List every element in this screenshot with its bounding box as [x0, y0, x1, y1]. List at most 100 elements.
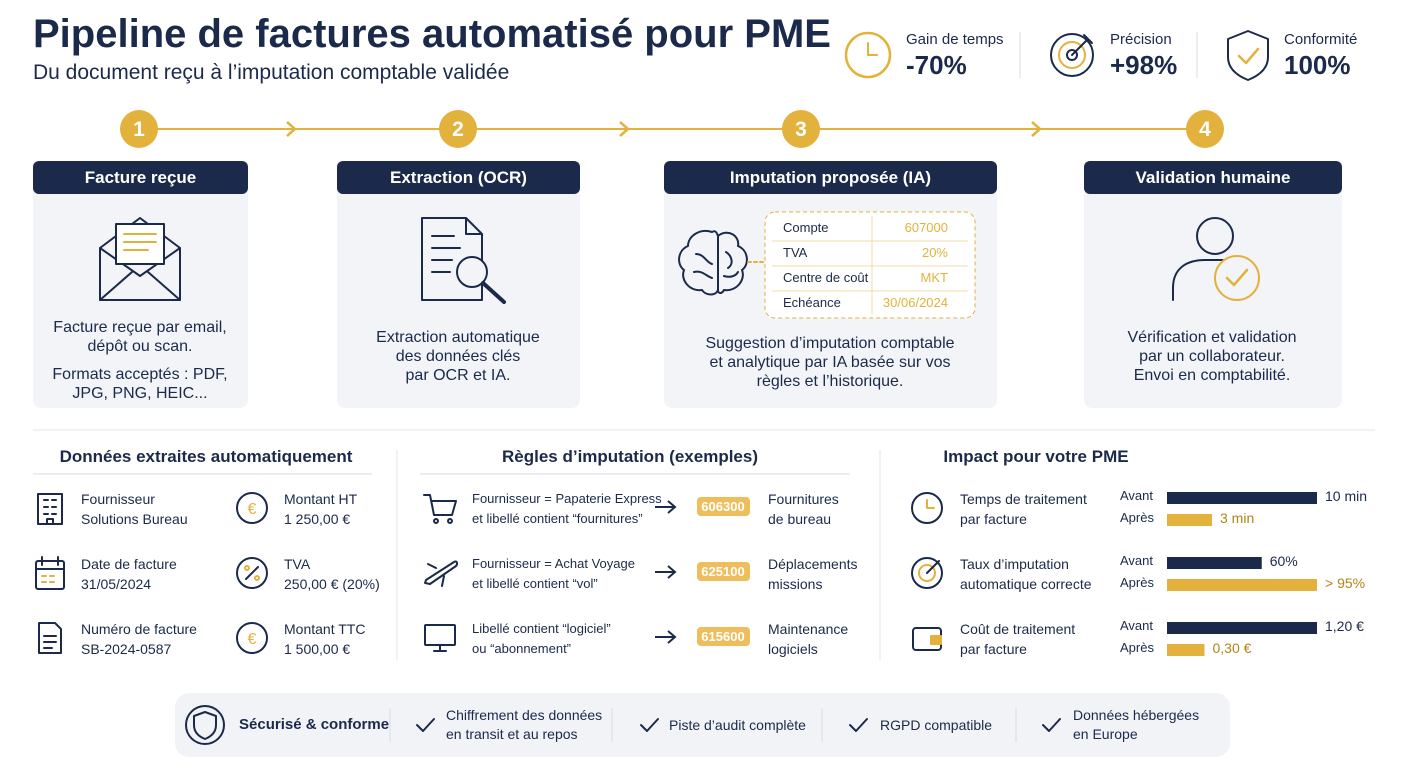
footer-item: RGPD compatible	[880, 717, 993, 733]
bar-label: > 95%	[1325, 575, 1366, 591]
impact-icon	[912, 627, 942, 651]
step-text: Facture reçue par email,	[53, 319, 227, 336]
impact-bar	[1167, 579, 1317, 591]
impact-bar	[1167, 514, 1212, 526]
card	[1084, 161, 1342, 408]
account-badge	[697, 562, 750, 581]
step-text: dépôt ou scan.	[87, 338, 193, 355]
footer-item: en Europe	[1073, 726, 1138, 742]
footer	[175, 693, 1230, 757]
field-label: Montant HT	[284, 491, 358, 507]
table-label: Echéance	[783, 295, 841, 310]
step-text: JPG, PNG, HEIC...	[72, 385, 208, 402]
bar-label: 0,30 €	[1212, 640, 1252, 656]
step-text: Vérification et validation	[1127, 329, 1297, 346]
field-icon	[35, 556, 65, 590]
period-label: Avant	[1120, 618, 1154, 633]
table-label: Centre de coût	[783, 270, 869, 285]
card-header	[1084, 161, 1342, 194]
title: Pipeline de factures automatisé pour PME	[33, 12, 831, 56]
step-number: 2	[452, 118, 464, 141]
period-label: Après	[1120, 510, 1154, 525]
footer-item: Chiffrement des données	[446, 707, 603, 723]
footer-item: Piste d’audit complète	[669, 717, 806, 733]
card	[33, 161, 248, 408]
field-icon: €	[236, 492, 268, 524]
card	[337, 161, 580, 408]
account: 625100	[701, 564, 745, 579]
step-title: Imputation proposée (IA)	[729, 168, 932, 187]
account-badge	[697, 627, 750, 646]
step-icon	[1172, 217, 1260, 301]
bar-label: 60%	[1269, 553, 1298, 569]
rule-icon	[424, 560, 459, 587]
account-badge	[697, 497, 750, 516]
table-value: 30/06/2024	[882, 295, 948, 310]
subtitle: Du document reçu à l’imputation comptabl…	[33, 61, 510, 84]
kpi-icon	[1227, 30, 1269, 81]
check	[1042, 718, 1061, 732]
impact-bar	[1167, 644, 1205, 656]
rule-result: logiciels	[768, 641, 818, 657]
field-label: Date de facture	[81, 556, 177, 572]
rule-condition: et libellé contient “fournitures”	[472, 511, 643, 526]
account: 615600	[701, 629, 745, 644]
step-icon	[678, 230, 765, 296]
kpi-label: Conformité	[1284, 31, 1358, 48]
account: 606300	[701, 499, 745, 514]
rule-result: Déplacements	[768, 556, 858, 572]
field-icon	[236, 557, 268, 589]
impact-label: automatique correcte	[960, 576, 1092, 592]
step-badge	[782, 110, 820, 148]
impact-label: par facture	[960, 511, 1027, 527]
step-text: Formats acceptés : PDF,	[52, 366, 228, 383]
chevron	[286, 121, 297, 137]
impact-bar	[1167, 557, 1262, 569]
step-badge	[439, 110, 477, 148]
impact-label: Coût de traitement	[960, 621, 1076, 637]
check	[849, 718, 868, 732]
table-label: TVA	[783, 245, 808, 260]
arrow	[655, 630, 677, 644]
impact-label: Temps de traitement	[960, 491, 1087, 507]
kpi-value: +98%	[1110, 50, 1178, 80]
step-badge	[1186, 110, 1224, 148]
kpi-value: 100%	[1284, 50, 1351, 80]
shield-icon	[185, 705, 225, 745]
kpi-label: Gain de temps	[906, 31, 1004, 48]
period-label: Après	[1120, 640, 1154, 655]
step-text: par un collaborateur.	[1139, 348, 1285, 365]
field-label: Numéro de facture	[81, 621, 197, 637]
step-text: Suggestion d’imputation comptable	[705, 335, 955, 352]
table-value: MKT	[920, 270, 948, 285]
impact-bar	[1167, 492, 1317, 504]
impact-label: Taux d’imputation	[960, 556, 1069, 572]
rule-condition: Fournisseur = Papaterie Express	[472, 491, 662, 506]
step-title: Validation humaine	[1135, 168, 1291, 187]
step-text: Envoi en comptabilité.	[1133, 367, 1291, 384]
step-icon	[421, 217, 506, 304]
impact-bar	[1167, 622, 1317, 634]
bar-label: 1,20 €	[1325, 618, 1364, 634]
section-title: Données extraites automatiquement	[59, 447, 353, 466]
arrow	[655, 500, 677, 514]
card-header	[337, 161, 580, 194]
period-label: Avant	[1120, 553, 1154, 568]
step-text: des données clés	[395, 348, 521, 365]
rule-result: de bureau	[768, 511, 832, 527]
period-label: Avant	[1120, 488, 1154, 503]
svg-text:€: €	[248, 631, 257, 648]
section-title: Règles d’imputation (exemples)	[502, 447, 758, 466]
kpi-icon	[1050, 33, 1094, 77]
step-icon	[99, 217, 181, 301]
field-label: TVA	[284, 556, 311, 572]
step-text: et analytique par IA basée sur vos	[709, 354, 951, 371]
field-icon	[38, 622, 62, 654]
rule-result: Fournitures	[768, 491, 839, 507]
field-value: 1 250,00 €	[284, 511, 351, 527]
chevron	[1031, 121, 1042, 137]
field-value: 1 500,00 €	[284, 641, 351, 657]
rule-condition: Fournisseur = Achat Voyage	[472, 556, 635, 571]
rule-result: missions	[768, 576, 823, 592]
